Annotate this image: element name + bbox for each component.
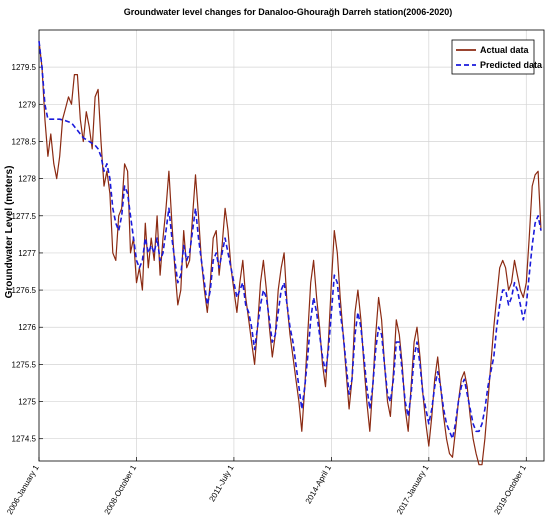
legend-box: [451, 39, 535, 75]
chart-title: Groundwater level changes for Danaloo-Gh…: [124, 7, 453, 17]
x-tick-label: 2019-October 1: [492, 463, 528, 516]
y-tick-label: 1275: [18, 398, 36, 407]
y-tick-label: 1279.5: [12, 63, 37, 72]
x-axis-ticks: 2006-January 1 2008-October 1 2011-July 1 2…: [5, 457, 528, 516]
x-tick-label: 2011-July 1: [207, 463, 235, 503]
y-tick-label: 1277: [18, 249, 36, 258]
x-tick-label: 2017-January 1: [395, 463, 431, 516]
legend: Actual data Predicted data: [451, 39, 543, 75]
plot-area-frame: [38, 29, 545, 462]
y-tick-label: 1274.5: [12, 435, 37, 444]
y-tick-label: 1277.5: [12, 212, 37, 221]
y-tick-label: 1278: [18, 175, 36, 184]
y-axis-label: Groundwater Level (meters): [4, 166, 15, 299]
y-tick-label: 1276.5: [12, 286, 37, 295]
y-tick-label: 1275.5: [12, 360, 37, 369]
x-tick-label: 2014-April 1: [304, 463, 334, 505]
series-line-predicted: [38, 41, 542, 440]
x-tick-label: 2006-January 1: [5, 463, 41, 516]
legend-label-actual: Actual data: [480, 45, 530, 55]
y-tick-label: 1279: [18, 100, 36, 109]
y-axis-ticks: 1274.5 1275 1275.5 1276 1276.5 1277 1277.5 1278…: [12, 63, 43, 444]
series-lines: [38, 41, 542, 466]
legend-label-predicted: Predicted data: [480, 60, 543, 70]
y-tick-label: 1278.5: [12, 137, 37, 146]
y-tick-label: 1276: [18, 323, 36, 332]
x-tick-label: 2008-October 1: [103, 463, 139, 516]
